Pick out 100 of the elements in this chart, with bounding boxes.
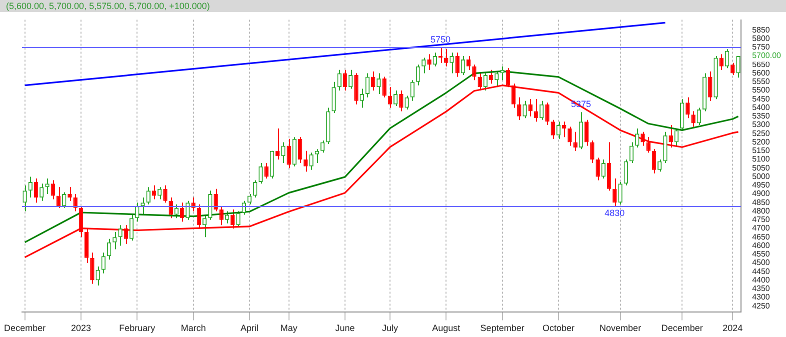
x-tick-label: December [661, 323, 703, 334]
candlestick [534, 98, 538, 122]
candlestick [208, 190, 212, 220]
x-tick-label: July [382, 323, 398, 334]
candlestick [236, 210, 240, 228]
candlestick [612, 178, 617, 207]
x-tick-label: March [180, 323, 206, 334]
x-tick-label: November [600, 323, 642, 334]
candlestick [545, 102, 550, 126]
y-tick-label: 5750 [752, 42, 770, 52]
candlestick [404, 95, 409, 110]
candlestick [258, 162, 263, 184]
y-tick-label: 5200 [752, 137, 770, 146]
candlestick [365, 72, 370, 98]
y-tick-label: 4550 [752, 250, 770, 259]
candlestick [460, 56, 466, 76]
y-tick-label: 5150 [752, 146, 770, 156]
candlestick [416, 64, 420, 86]
candlestick [360, 88, 364, 108]
candlestick [635, 128, 640, 148]
candlestick [224, 210, 230, 224]
candlestick [163, 184, 168, 204]
y-tick-label: 4900 [752, 189, 770, 198]
y-tick-label: 5850 [752, 25, 770, 34]
y-tick-label: 5500 [752, 86, 770, 95]
x-tick-label: December [4, 323, 46, 334]
candlestick [668, 124, 673, 148]
candlestick [50, 180, 56, 200]
candlestick [691, 110, 696, 128]
candlestick [68, 186, 72, 202]
candlestick [450, 52, 454, 74]
candlestick [680, 98, 684, 131]
candlestick [281, 142, 286, 164]
candlestick [96, 266, 100, 286]
candlestick [309, 152, 314, 170]
candlestick [186, 200, 190, 220]
candlestick [124, 224, 128, 245]
y-tick-label: 5550 [752, 77, 770, 86]
candlestick [578, 112, 584, 150]
candlestick [444, 48, 448, 67]
candlestick [40, 183, 44, 202]
candlestick [652, 148, 656, 174]
candlestick [550, 119, 555, 140]
candlestick [663, 131, 668, 164]
candlestick [270, 150, 274, 180]
candlestick [556, 121, 561, 140]
candlestick [62, 192, 66, 208]
candlestick [140, 196, 145, 216]
candlestick [708, 71, 712, 102]
y-tick-label: 4650 [752, 232, 770, 242]
candlestick [696, 107, 702, 126]
y-tick-label: 4350 [752, 284, 770, 294]
candlestick [427, 54, 432, 70]
candlestick [522, 100, 527, 119]
y-tick-label: 5600 [752, 68, 770, 78]
candlestick [45, 178, 50, 195]
candlestick [286, 138, 291, 169]
candlestick [90, 252, 94, 284]
x-tick-label: October [542, 323, 575, 334]
y-tick-label: 5700.00 [752, 51, 782, 60]
candlestick [562, 121, 566, 138]
y-tick-label: 4700 [752, 224, 770, 233]
y-tick-label: 5300 [752, 120, 770, 130]
y-tick-label: 5450 [752, 94, 770, 104]
candlestick [348, 69, 353, 90]
x-tick-label: 2023 [70, 323, 92, 334]
candlestick [146, 186, 151, 205]
candlestick [399, 90, 404, 112]
x-tick-label: 2024 [722, 323, 743, 334]
y-tick-label: 5250 [752, 128, 770, 138]
candlestick [354, 72, 358, 105]
y-tick-label: 4250 [752, 301, 770, 310]
candlestick [382, 76, 386, 98]
candlestick [629, 142, 634, 164]
candlestick [393, 90, 398, 107]
y-tick-label: 4750 [752, 215, 770, 224]
candlestick [202, 214, 207, 238]
x-tick-label: September [480, 323, 524, 334]
candlestick [422, 57, 426, 74]
y-tick-label: 4450 [752, 266, 770, 276]
candlestick [472, 64, 476, 81]
candlestick [101, 252, 106, 274]
candlestick [112, 231, 117, 250]
candlestick [332, 81, 336, 114]
candlestick [483, 72, 488, 92]
candlestick [135, 202, 140, 222]
candlestick [152, 184, 156, 200]
candlestick [500, 66, 504, 81]
x-tick-label: June [335, 323, 355, 334]
x-tick-label: August [432, 323, 461, 334]
candlestick [253, 180, 258, 198]
candlestick [606, 142, 612, 192]
candlestick [304, 150, 308, 172]
candlestick [494, 71, 499, 88]
x-tick-label: April [240, 323, 259, 334]
candlestick [736, 56, 740, 78]
candlestick [78, 206, 84, 238]
candlestick [686, 96, 690, 119]
candlestick [573, 131, 578, 152]
y-tick-label: 5400 [752, 102, 770, 112]
